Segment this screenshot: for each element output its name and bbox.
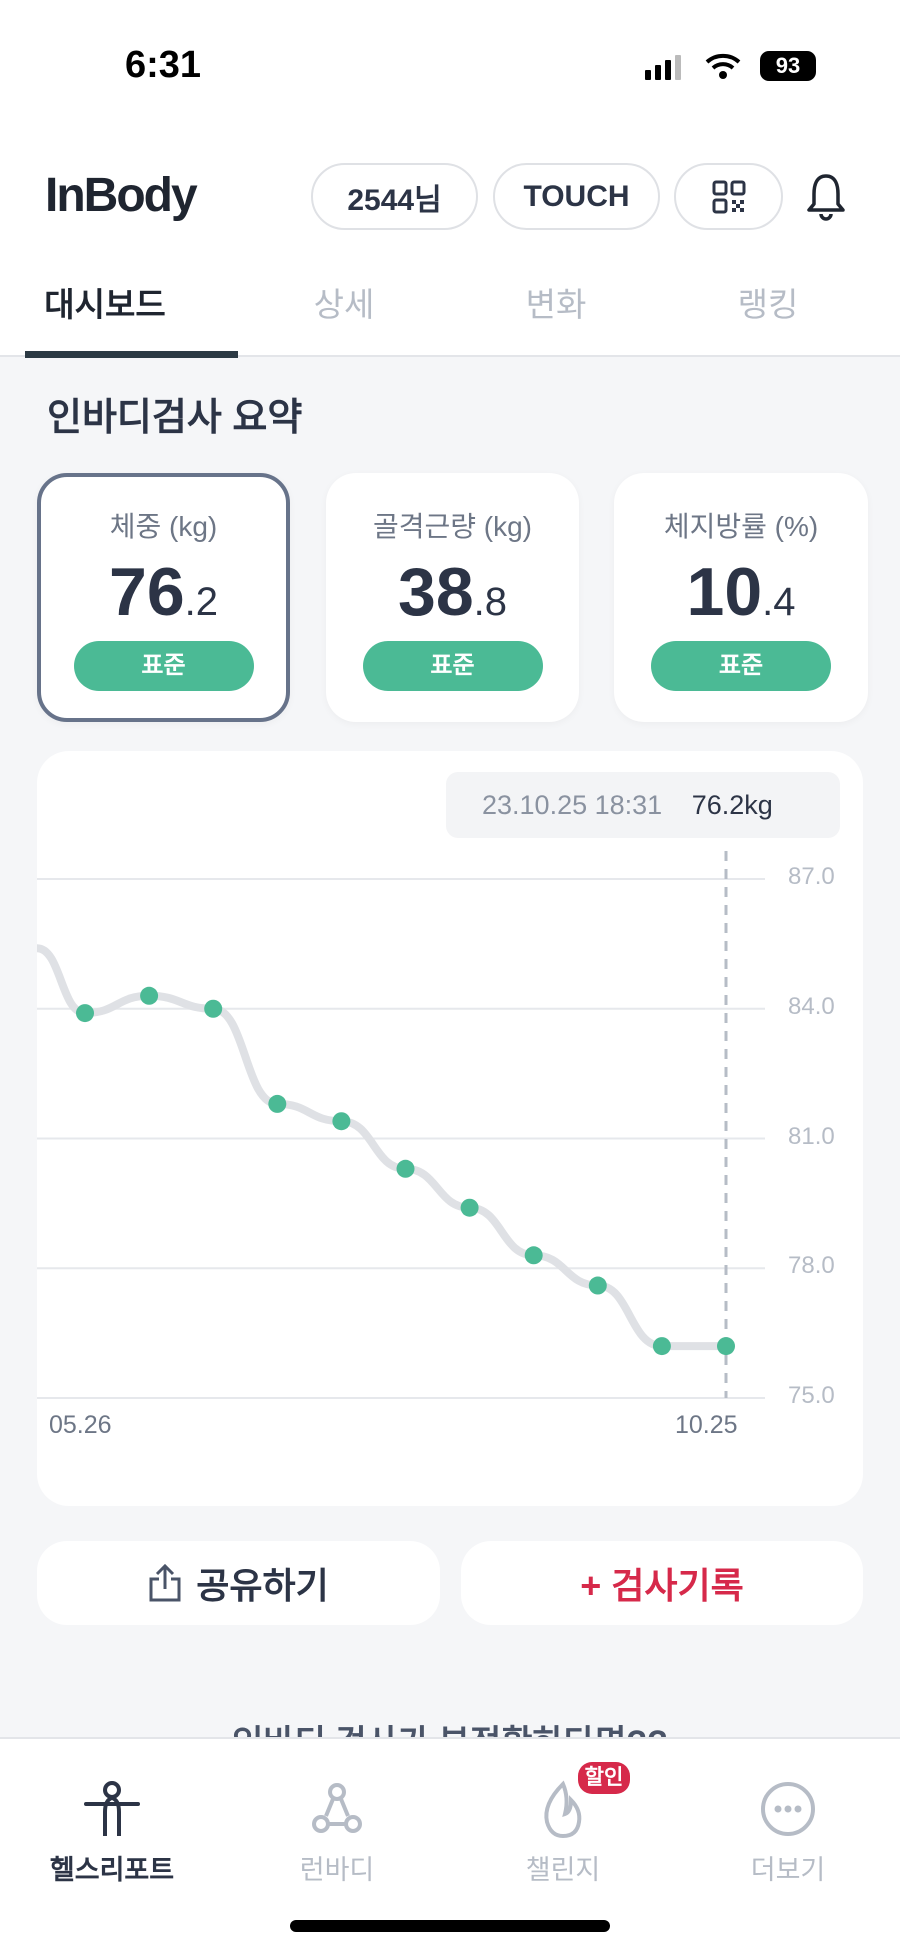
data-point[interactable] [524,1246,543,1265]
x-label-start: 05.26 [49,1411,112,1439]
nav-more[interactable]: 더보기 [698,1780,878,1887]
status-time: 6:31 [125,44,202,86]
tooltip-date: 23.10.25 18:31 [482,790,663,820]
tooltip-value: 76.2kg [691,790,773,820]
card-label: 체지방률 (%) [663,511,819,542]
signal-icon [645,55,681,80]
nav-label: 런바디 [299,1855,375,1885]
share-button[interactable]: 공유하기 [37,1541,440,1625]
qr-code-icon [712,180,745,213]
person-icon [84,1781,140,1836]
touch-pill[interactable]: TOUCH [493,163,660,230]
bell-icon[interactable] [805,172,847,222]
nav-label: 챌린지 [525,1855,601,1885]
data-point[interactable] [204,999,223,1018]
nav-runbody[interactable]: 런바디 [247,1780,427,1887]
y-tick-label: 75.0 [788,1382,835,1409]
data-point[interactable] [460,1198,479,1217]
card-value-decimal: .8 [473,580,507,624]
status-badge: 표준 [73,641,254,691]
data-point[interactable] [76,1004,94,1023]
data-point[interactable] [332,1112,351,1131]
user-pill[interactable]: 2544님 [311,163,478,230]
tab-detail[interactable]: 상세 [313,286,375,323]
add-record-button[interactable]: + 검사기록 [461,1541,863,1625]
card-value-decimal: .2 [184,580,218,624]
card-value-decimal: .4 [762,580,796,624]
card-value: 76 [109,554,185,630]
data-point[interactable] [588,1276,607,1295]
muscle-card[interactable]: 골격근량 (kg) 38.8 표준 [326,473,579,722]
data-point[interactable] [396,1159,415,1178]
body-fat-card[interactable]: 체지방률 (%) 10.4 표준 [614,473,868,722]
card-value: 10 [686,554,763,630]
more-icon [761,1782,815,1836]
card-label: 체중 (kg) [109,511,218,542]
bottom-nav [0,1737,900,1951]
tab-ranking[interactable]: 랭킹 [737,286,799,323]
section-title: 인바디검사 요약 [47,397,303,439]
flame-icon [544,1780,582,1838]
nav-label: 헬스리포트 [49,1855,175,1885]
tab-underline [25,351,238,358]
line-chart [37,851,765,1399]
nav-health-report[interactable]: 헬스리포트 [22,1780,202,1887]
chart-tooltip: 23.10.25 18:31 76.2kg [446,772,840,838]
data-point[interactable] [652,1337,671,1356]
battery-indicator: 93 [760,51,816,81]
card-value: 38 [398,554,474,630]
inbody-logo: InBody [45,169,198,222]
network-icon [312,1783,362,1833]
data-point[interactable] [268,1094,287,1113]
y-tick-label: 84.0 [788,992,835,1020]
nav-challenge[interactable]: 챌린지 [473,1780,653,1887]
weight-card[interactable]: 체중 (kg) 76.2 표준 [37,473,290,722]
weight-chart-card[interactable]: 23.10.25 18:31 76.2kg 05.26 10.25 87.0 84… [37,751,863,1506]
y-tick-label: 87.0 [788,863,835,890]
data-point[interactable] [140,986,159,1005]
x-label-end: 10.25 [675,1411,738,1439]
wifi-icon [705,53,741,79]
data-point[interactable] [717,1337,735,1356]
home-indicator [290,1920,610,1932]
y-tick-label: 78.0 [788,1252,835,1280]
status-badge: 표준 [362,641,543,691]
qr-button[interactable] [674,163,783,230]
discount-badge: 할인 [578,1762,630,1794]
tab-change[interactable]: 변화 [525,286,587,323]
status-badge: 표준 [651,641,831,691]
share-icon [149,1563,181,1602]
nav-label: 더보기 [750,1855,826,1885]
y-tick-label: 81.0 [788,1122,835,1150]
tab-dashboard[interactable]: 대시보드 [44,286,166,323]
card-label: 골격근량 (kg) [372,511,533,542]
share-label: 공유하기 [196,1565,329,1606]
